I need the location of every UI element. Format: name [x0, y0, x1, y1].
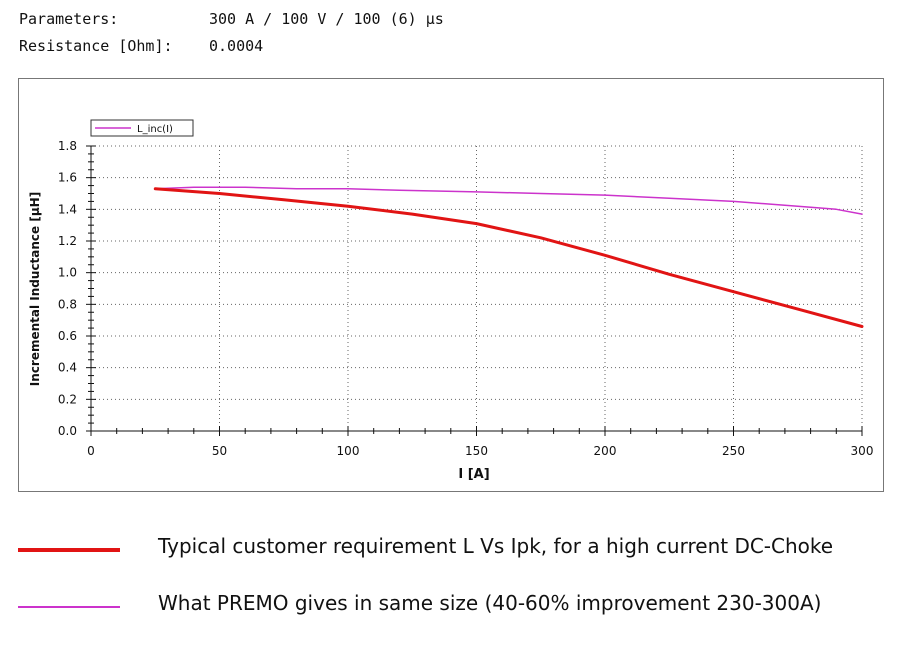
x-tick-label: 300	[851, 444, 874, 458]
inductance-chart: 0 50 100 150 200 250 300 0.0 0.2 0.4 0.6 0.8 1.0 1.2 1…	[28, 119, 874, 482]
x-tick-label: 150	[465, 444, 488, 458]
x-tick-label: 100	[337, 444, 360, 458]
y-tick-label: 1.6	[58, 171, 77, 185]
resistance-label: Resistance [Ohm]:	[19, 37, 173, 55]
y-axis-label: Incremental Inductance [µH]	[28, 192, 42, 386]
requirement-series-line	[153, 187, 864, 328]
y-tick-label: 1.2	[58, 234, 77, 248]
axes: 0 50 100 150 200 250 300 0.0 0.2 0.4 0.6 0.8 1.0 1.2 1…	[58, 139, 874, 458]
y-tick-label: 0.0	[58, 424, 77, 438]
resistance-value: 0.0004	[209, 37, 264, 55]
parameters-value: 300 A / 100 V / 100 (6) μs	[209, 10, 444, 28]
y-tick-label: 0.2	[58, 392, 77, 406]
y-tick-label: 0.4	[58, 361, 77, 375]
x-axis-label: I [A]	[458, 467, 489, 482]
legend-note-red: Typical customer requirement L Vs Ipk, f…	[18, 534, 908, 564]
x-tick-label: 50	[212, 444, 227, 458]
y-tick-label: 1.4	[58, 202, 77, 216]
y-tick-label: 1.0	[58, 266, 77, 280]
y-tick-label: 1.8	[58, 139, 77, 153]
chart-legend: L_inc(I)	[90, 119, 194, 137]
red-line-swatch	[18, 548, 120, 552]
legend-note-red-text: Typical customer requirement L Vs Ipk, f…	[158, 534, 834, 558]
magenta-line-swatch	[18, 606, 120, 608]
chart-panel: 0 50 100 150 200 250 300 0.0 0.2 0.4 0.6 0.8 1.0 1.2 1…	[18, 78, 884, 492]
y-tick-label: 0.6	[58, 329, 77, 343]
y-tick-label: 0.8	[58, 297, 77, 311]
x-tick-label: 200	[594, 444, 617, 458]
legend-note-magenta: What PREMO gives in same size (40-60% im…	[18, 591, 908, 621]
x-tick-label: 250	[722, 444, 745, 458]
x-tick-label: 0	[87, 444, 95, 458]
parameters-label: Parameters:	[19, 10, 119, 28]
legend-note-magenta-text: What PREMO gives in same size (40-60% im…	[158, 591, 822, 615]
l-inc-series-line	[154, 186, 863, 215]
legend-box	[90, 119, 194, 137]
grid	[91, 145, 863, 431]
legend-entry-label: L_inc(I)	[137, 124, 173, 135]
series	[153, 186, 864, 328]
